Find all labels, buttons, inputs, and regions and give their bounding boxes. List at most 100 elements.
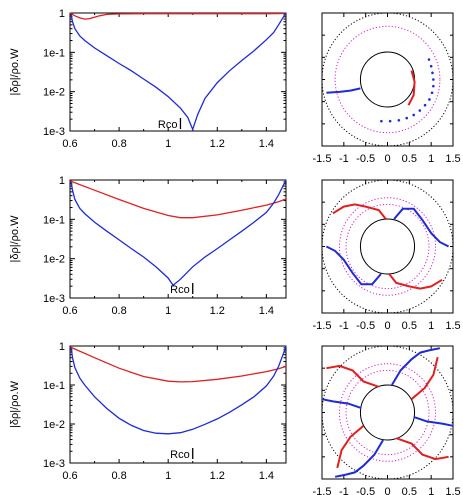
x-tick-label: -1 — [339, 486, 349, 495]
y-tick-label: 1e-2 — [43, 87, 65, 99]
plot-frame — [321, 179, 454, 314]
blue-dot — [418, 109, 422, 112]
blue-dot — [430, 91, 434, 95]
x-tick-label: 1.4 — [259, 138, 274, 150]
x-tick-label: 1.2 — [210, 470, 225, 482]
x-tick-label: 0.8 — [111, 470, 126, 482]
x-tick-label: 1 — [428, 153, 434, 165]
blue-dot — [412, 113, 416, 117]
x-tick-label: 1 — [165, 138, 171, 150]
red-arm — [410, 356, 439, 400]
blue-dot — [427, 58, 431, 61]
reference-circle — [338, 197, 437, 296]
reference-circle — [321, 12, 454, 147]
y-tick-label: 1 — [59, 175, 65, 187]
blue-arm — [321, 398, 362, 410]
y-tick-label: 1e-3 — [43, 126, 65, 138]
rco-annotation: Rco — [158, 119, 178, 131]
x-tick-label: 1 — [165, 305, 171, 317]
blue-dot — [429, 64, 433, 68]
blue-dot — [397, 118, 401, 122]
blue-dot — [423, 103, 427, 107]
blue-arm — [334, 439, 384, 478]
rco-annotation: Rco — [170, 449, 190, 461]
inner-boundary-circle — [359, 218, 416, 275]
x-tick-label: 1 — [428, 320, 434, 332]
x-tick-label: 1.4 — [259, 470, 274, 482]
blue-series-line — [70, 179, 287, 287]
x-tick-label: 1.2 — [210, 305, 225, 317]
x-tick-label: -1.5 — [313, 486, 332, 495]
blue-dot — [428, 98, 431, 101]
y-tick-label: 1 — [59, 341, 65, 353]
x-tick-label: 0 — [384, 486, 390, 495]
x-tick-label: -0.5 — [356, 153, 375, 165]
y-axis-label: |δρ|/ρo.W — [9, 48, 21, 96]
inner-boundary-circle — [359, 384, 416, 441]
x-tick-label: 1.5 — [445, 320, 460, 332]
blue-arm — [325, 245, 382, 286]
x-tick-label: -1 — [339, 320, 349, 332]
rco-annotation: Rco — [170, 284, 190, 296]
blue-dot — [431, 71, 434, 75]
y-axis-label: |δρ|/ρo.W — [9, 215, 21, 263]
blue-dot — [405, 116, 409, 120]
reference-circle — [321, 345, 454, 480]
red-arm — [407, 70, 416, 106]
x-tick-label: 0 — [384, 153, 390, 165]
x-tick-label: 1 — [165, 470, 171, 482]
x-tick-label: 1.5 — [445, 486, 460, 495]
red-arm — [326, 364, 380, 388]
red-arm — [395, 437, 449, 461]
blue-arm — [393, 207, 450, 248]
y-tick-label: 1 — [59, 8, 65, 20]
x-tick-label: 1.4 — [259, 305, 274, 317]
y-tick-label: 1e-1 — [43, 214, 65, 226]
x-tick-label: 0.6 — [62, 138, 77, 150]
reference-circle — [338, 363, 437, 462]
blue-dot — [388, 119, 392, 123]
x-tick-label: 0.5 — [402, 486, 417, 495]
blue-dot — [432, 84, 435, 88]
reference-circle — [345, 203, 430, 290]
x-tick-label: -0.5 — [356, 486, 375, 495]
x-tick-label: -1.5 — [313, 320, 332, 332]
plot-frame — [69, 345, 287, 464]
red-series-line — [69, 12, 287, 20]
x-tick-label: 0.8 — [111, 138, 126, 150]
x-tick-label: 0.6 — [62, 470, 77, 482]
y-tick-label: 1e-3 — [43, 293, 65, 305]
y-tick-label: 1e-2 — [43, 254, 65, 266]
x-tick-label: 0.6 — [62, 305, 77, 317]
y-axis-label: |δρ|/ρo.W — [9, 380, 21, 428]
blue-dot — [380, 119, 383, 123]
reference-circle — [321, 179, 454, 314]
x-tick-label: 0.8 — [111, 305, 126, 317]
blue-series-line — [70, 345, 287, 435]
plot-frame — [69, 12, 287, 132]
x-tick-label: -1 — [339, 153, 349, 165]
blue-series-line — [70, 12, 287, 132]
inner-boundary-circle — [359, 51, 416, 108]
red-arm — [388, 273, 443, 290]
x-tick-label: -0.5 — [356, 320, 375, 332]
plot-frame — [69, 179, 287, 299]
x-tick-label: 0.5 — [402, 153, 417, 165]
y-tick-label: 1e-3 — [43, 458, 65, 470]
y-tick-label: 1e-1 — [43, 47, 65, 59]
red-arm — [336, 425, 365, 469]
x-tick-label: 1 — [428, 486, 434, 495]
red-series-line — [69, 180, 287, 219]
reference-circle — [345, 369, 430, 456]
blue-dot — [432, 78, 435, 81]
blue-arm — [326, 87, 361, 94]
y-tick-label: 1e-1 — [43, 380, 65, 392]
y-tick-label: 1e-2 — [43, 419, 65, 431]
x-tick-label: 1.5 — [445, 153, 460, 165]
x-tick-label: -1.5 — [313, 153, 332, 165]
red-arm — [332, 203, 387, 220]
blue-arm — [413, 415, 454, 427]
x-tick-label: 1.2 — [210, 138, 225, 150]
x-tick-label: 0 — [384, 320, 390, 332]
